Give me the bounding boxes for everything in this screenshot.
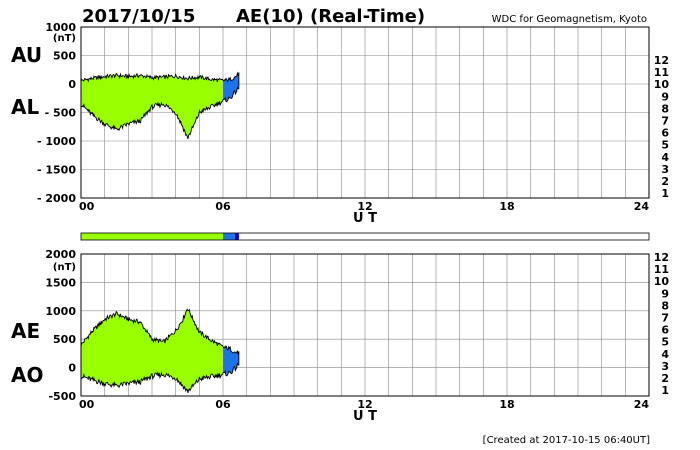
series-line-al bbox=[80, 86, 240, 140]
status-bar-segment bbox=[223, 233, 235, 240]
x-axis-label: U T bbox=[353, 409, 377, 424]
y-tick-label: 1000 bbox=[45, 21, 76, 34]
legend-item: 5 bbox=[661, 139, 669, 152]
series-label-ae: AE bbox=[11, 319, 40, 343]
y-tick-label: 1000 bbox=[45, 305, 76, 318]
legend-item: 1 bbox=[661, 384, 669, 397]
series-line-ao bbox=[81, 362, 240, 394]
legend-item: 1 bbox=[661, 187, 669, 200]
plot-frame bbox=[80, 26, 650, 199]
legend-item: 4 bbox=[661, 151, 669, 164]
data-availability-bar bbox=[80, 232, 650, 241]
legend-item: 3 bbox=[661, 163, 669, 176]
legend-item: 6 bbox=[661, 324, 669, 337]
legend-item: 8 bbox=[661, 299, 669, 312]
x-tick-label: 00 bbox=[79, 398, 95, 411]
y-tick-label: - 500 bbox=[45, 107, 77, 120]
data-area-recent bbox=[223, 72, 239, 102]
series-label-au: AU bbox=[11, 43, 42, 67]
series-label-al: AL bbox=[11, 95, 39, 119]
x-tick-label: 18 bbox=[499, 398, 514, 411]
status-bar-segment bbox=[234, 233, 239, 240]
y-tick-label: 500 bbox=[53, 50, 76, 63]
y-tick-label: - 2000 bbox=[37, 192, 76, 205]
legend-item: 11 bbox=[654, 66, 669, 79]
x-tick-label: 12 bbox=[357, 398, 372, 411]
y-tick-label: 0 bbox=[68, 78, 76, 91]
legend-item: 2 bbox=[661, 175, 669, 188]
series-line-au bbox=[80, 71, 240, 83]
y-tick-label: 500 bbox=[53, 333, 76, 346]
y-unit-label: (nT) bbox=[53, 262, 76, 273]
legend-item: 12 bbox=[654, 54, 669, 67]
y-tick-label: 1500 bbox=[45, 276, 76, 289]
y-unit-label: (nT) bbox=[53, 33, 76, 44]
created-timestamp: [Created at 2017-10-15 06:40UT] bbox=[483, 435, 650, 446]
x-axis-label: U T bbox=[353, 211, 377, 226]
legend-item: 8 bbox=[661, 102, 669, 115]
date-title: 2017/10/15 bbox=[82, 6, 195, 27]
index-title: AE(10) (Real-Time) bbox=[236, 6, 425, 27]
legend-item: 9 bbox=[661, 90, 669, 103]
y-tick-label: 2000 bbox=[45, 248, 76, 261]
series-line-ae bbox=[80, 308, 240, 355]
x-tick-label: 12 bbox=[357, 200, 372, 213]
legend-item: 10 bbox=[654, 275, 670, 288]
y-tick-label: - 1500 bbox=[37, 164, 76, 177]
legend-item: 9 bbox=[661, 287, 669, 300]
x-tick-label: 24 bbox=[634, 398, 650, 411]
y-tick-label: 0 bbox=[68, 362, 76, 375]
legend-item: 12 bbox=[654, 251, 669, 264]
y-tick-label: - 1000 bbox=[37, 135, 76, 148]
legend-item: 11 bbox=[654, 263, 669, 276]
data-area-main bbox=[81, 73, 223, 139]
bottom-panel-ae-ao: 2000 1500 1000 500 0 -500 (nT) 00 06 12 18 24 U T AE A… bbox=[11, 248, 650, 424]
x-tick-label: 06 bbox=[215, 398, 231, 411]
x-tick-label: 18 bbox=[499, 200, 514, 213]
top-panel-au-al: 1000 500 0 - 500 - 1000 - 1500 - 2000 (nT) 00 06 1… bbox=[11, 21, 650, 226]
plot-frame bbox=[80, 253, 650, 397]
grid-lines bbox=[81, 27, 649, 198]
legend-item: 7 bbox=[661, 115, 669, 128]
legend-item: 4 bbox=[661, 348, 669, 361]
x-tick-label: 24 bbox=[634, 200, 650, 213]
status-bar-frame bbox=[80, 232, 650, 241]
x-tick-label: 06 bbox=[215, 200, 231, 213]
legend-item: 7 bbox=[661, 312, 669, 325]
series-label-ao: AO bbox=[11, 363, 43, 387]
legend-item: 5 bbox=[661, 336, 669, 349]
legend-item: 3 bbox=[661, 360, 669, 373]
legend-item: 6 bbox=[661, 127, 669, 140]
data-area-main bbox=[81, 309, 223, 393]
status-bar-segment bbox=[81, 233, 223, 240]
legend-item: 2 bbox=[661, 372, 669, 385]
source-label: WDC for Geomagnetism, Kyoto bbox=[492, 14, 647, 25]
legend-item: 10 bbox=[654, 78, 670, 91]
x-tick-label: 00 bbox=[79, 200, 95, 213]
y-tick-label: -500 bbox=[48, 390, 76, 403]
